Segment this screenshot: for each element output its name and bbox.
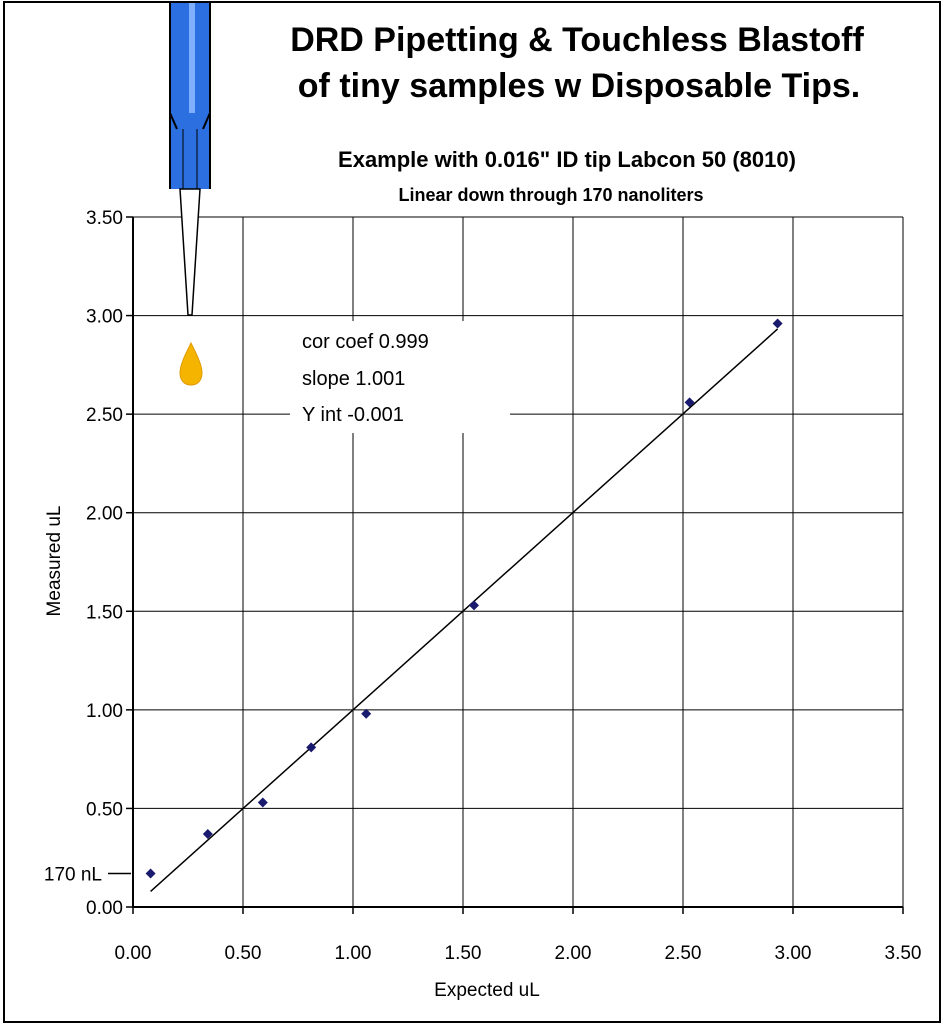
chart-svg: DRD Pipetting & Touchless Blastoff of ti… — [44, 3, 922, 1001]
pipette-tip-collar-left — [169, 112, 178, 130]
chart-title-line2: of tiny samples w Disposable Tips. — [298, 67, 860, 105]
data-point — [361, 708, 372, 719]
data-point — [684, 397, 695, 408]
chart-axes — [126, 216, 904, 914]
x-tick-label: 3.00 — [775, 943, 812, 964]
y-tick-labels: 0.00 0.50 1.00 1.50 2.00 2.50 3.00 3.50 — [86, 208, 123, 919]
y-tick-label: 3.00 — [86, 307, 123, 328]
data-point — [772, 318, 783, 329]
data-point — [306, 742, 317, 753]
stats-slope: slope 1.001 — [302, 368, 405, 390]
chart-subtitle: Example with 0.016" ID tip Labcon 50 (80… — [338, 147, 796, 172]
data-points — [145, 318, 783, 879]
y-tick-label: 1.00 — [86, 701, 123, 722]
chart-grid — [133, 216, 904, 907]
y-tick-label: 3.50 — [86, 208, 123, 229]
data-point — [145, 868, 156, 879]
trendline — [150, 328, 779, 892]
stats-cor-coef: cor coef 0.999 — [302, 331, 429, 353]
chart-frame: DRD Pipetting & Touchless Blastoff of ti… — [3, 1, 941, 1023]
x-tick-label: 3.50 — [885, 943, 922, 964]
y-tick-label: 2.00 — [86, 504, 123, 525]
y-axis-label: Measured uL — [44, 506, 65, 617]
pipette-tip-collar-right — [202, 112, 211, 130]
pipette-tip-taper — [179, 188, 201, 316]
annotation-170nl: 170 nL — [44, 864, 131, 885]
y-tick-label: 0.50 — [86, 799, 123, 820]
y-tick-label: 2.50 — [86, 405, 123, 426]
stats-y-int: Y int -0.001 — [302, 404, 404, 426]
droplet-icon — [179, 341, 203, 386]
x-tick-label: 1.00 — [335, 943, 372, 964]
data-point — [257, 797, 268, 808]
data-point — [202, 829, 213, 840]
y-tick-label: 0.00 — [86, 898, 123, 919]
x-tick-labels: 0.00 0.50 1.00 1.50 2.00 2.50 3.00 3.50 — [115, 943, 922, 964]
chart-title-line1: DRD Pipetting & Touchless Blastoff — [290, 21, 864, 59]
y-tick-label: 1.50 — [86, 602, 123, 623]
x-axis-label: Expected uL — [434, 980, 540, 1001]
x-tick-label: 2.50 — [665, 943, 702, 964]
stats-box-background — [290, 321, 510, 433]
x-tick-label: 1.50 — [445, 943, 482, 964]
pipette-tip-highlight — [189, 3, 195, 113]
x-tick-label: 0.50 — [225, 943, 262, 964]
pipette-tip-illustration — [169, 3, 211, 316]
x-tick-label: 2.00 — [555, 943, 592, 964]
chart-subtitle-2: Linear down through 170 nanoliters — [398, 185, 703, 205]
data-point — [469, 600, 479, 611]
annotation-label: 170 nL — [44, 864, 102, 885]
x-tick-label: 0.00 — [115, 943, 152, 964]
